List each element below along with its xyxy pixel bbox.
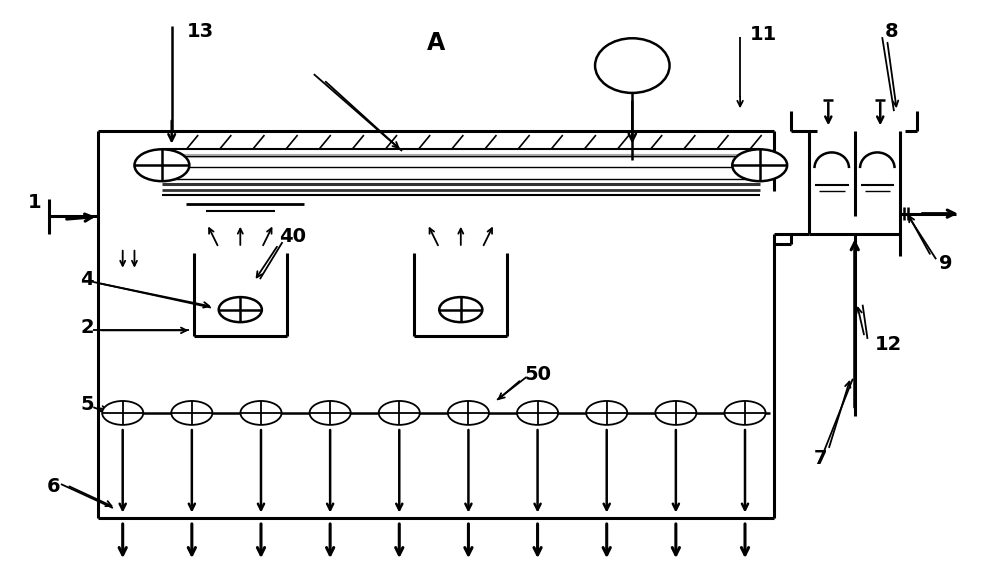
- Circle shape: [724, 401, 766, 425]
- Text: A: A: [427, 31, 445, 55]
- Circle shape: [171, 401, 212, 425]
- Circle shape: [240, 401, 282, 425]
- Text: 1: 1: [28, 193, 41, 211]
- Circle shape: [310, 401, 351, 425]
- Circle shape: [439, 297, 482, 322]
- Circle shape: [448, 401, 489, 425]
- Text: 50: 50: [524, 365, 552, 384]
- Text: 40: 40: [280, 227, 306, 246]
- Text: 4: 4: [81, 270, 94, 289]
- Text: 8: 8: [885, 22, 899, 41]
- Text: 6: 6: [47, 478, 61, 496]
- Text: 11: 11: [750, 25, 777, 44]
- Text: 12: 12: [874, 335, 902, 354]
- Text: 7: 7: [814, 449, 827, 468]
- Circle shape: [219, 297, 262, 322]
- Circle shape: [586, 401, 627, 425]
- Circle shape: [517, 401, 558, 425]
- Circle shape: [134, 149, 189, 181]
- Circle shape: [379, 401, 420, 425]
- Text: 9: 9: [939, 254, 953, 272]
- Circle shape: [732, 149, 787, 181]
- Circle shape: [655, 401, 696, 425]
- Ellipse shape: [595, 38, 670, 93]
- Circle shape: [102, 401, 143, 425]
- Text: 13: 13: [186, 22, 214, 41]
- Text: M: M: [624, 56, 641, 74]
- Text: 5: 5: [81, 395, 94, 414]
- Text: 2: 2: [81, 318, 94, 337]
